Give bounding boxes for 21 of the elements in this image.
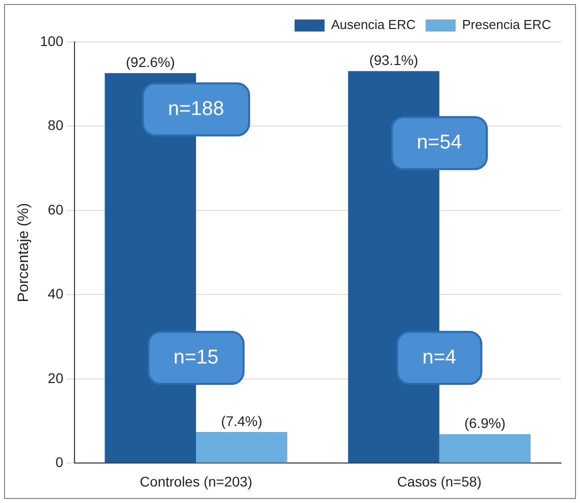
bar <box>439 434 531 463</box>
annotation: n=188 <box>168 98 224 120</box>
data-label: (6.9%) <box>464 414 506 431</box>
y-tick-label: 100 <box>40 32 64 49</box>
x-tick-label: Casos (n=58) <box>397 473 482 490</box>
legend-label: Presencia ERC <box>462 17 552 32</box>
y-tick-label: 80 <box>48 117 64 134</box>
legend-label: Ausencia ERC <box>331 17 416 32</box>
y-tick-label: 20 <box>48 370 64 386</box>
annotation: n=15 <box>173 346 219 368</box>
annotation: n=4 <box>422 346 456 368</box>
data-label: (92.6%) <box>126 54 175 70</box>
y-tick-label: 40 <box>48 286 64 302</box>
y-tick-label: 0 <box>56 454 64 470</box>
data-label: (93.1%) <box>369 52 418 68</box>
y-tick-label: 60 <box>48 201 64 218</box>
annotation: n=54 <box>416 132 462 154</box>
data-label: (7.4%) <box>221 412 262 429</box>
y-axis-title: Porcentaje (%) <box>15 202 32 302</box>
x-tick-label: Controles (n=203) <box>140 473 252 490</box>
bar <box>196 432 288 463</box>
